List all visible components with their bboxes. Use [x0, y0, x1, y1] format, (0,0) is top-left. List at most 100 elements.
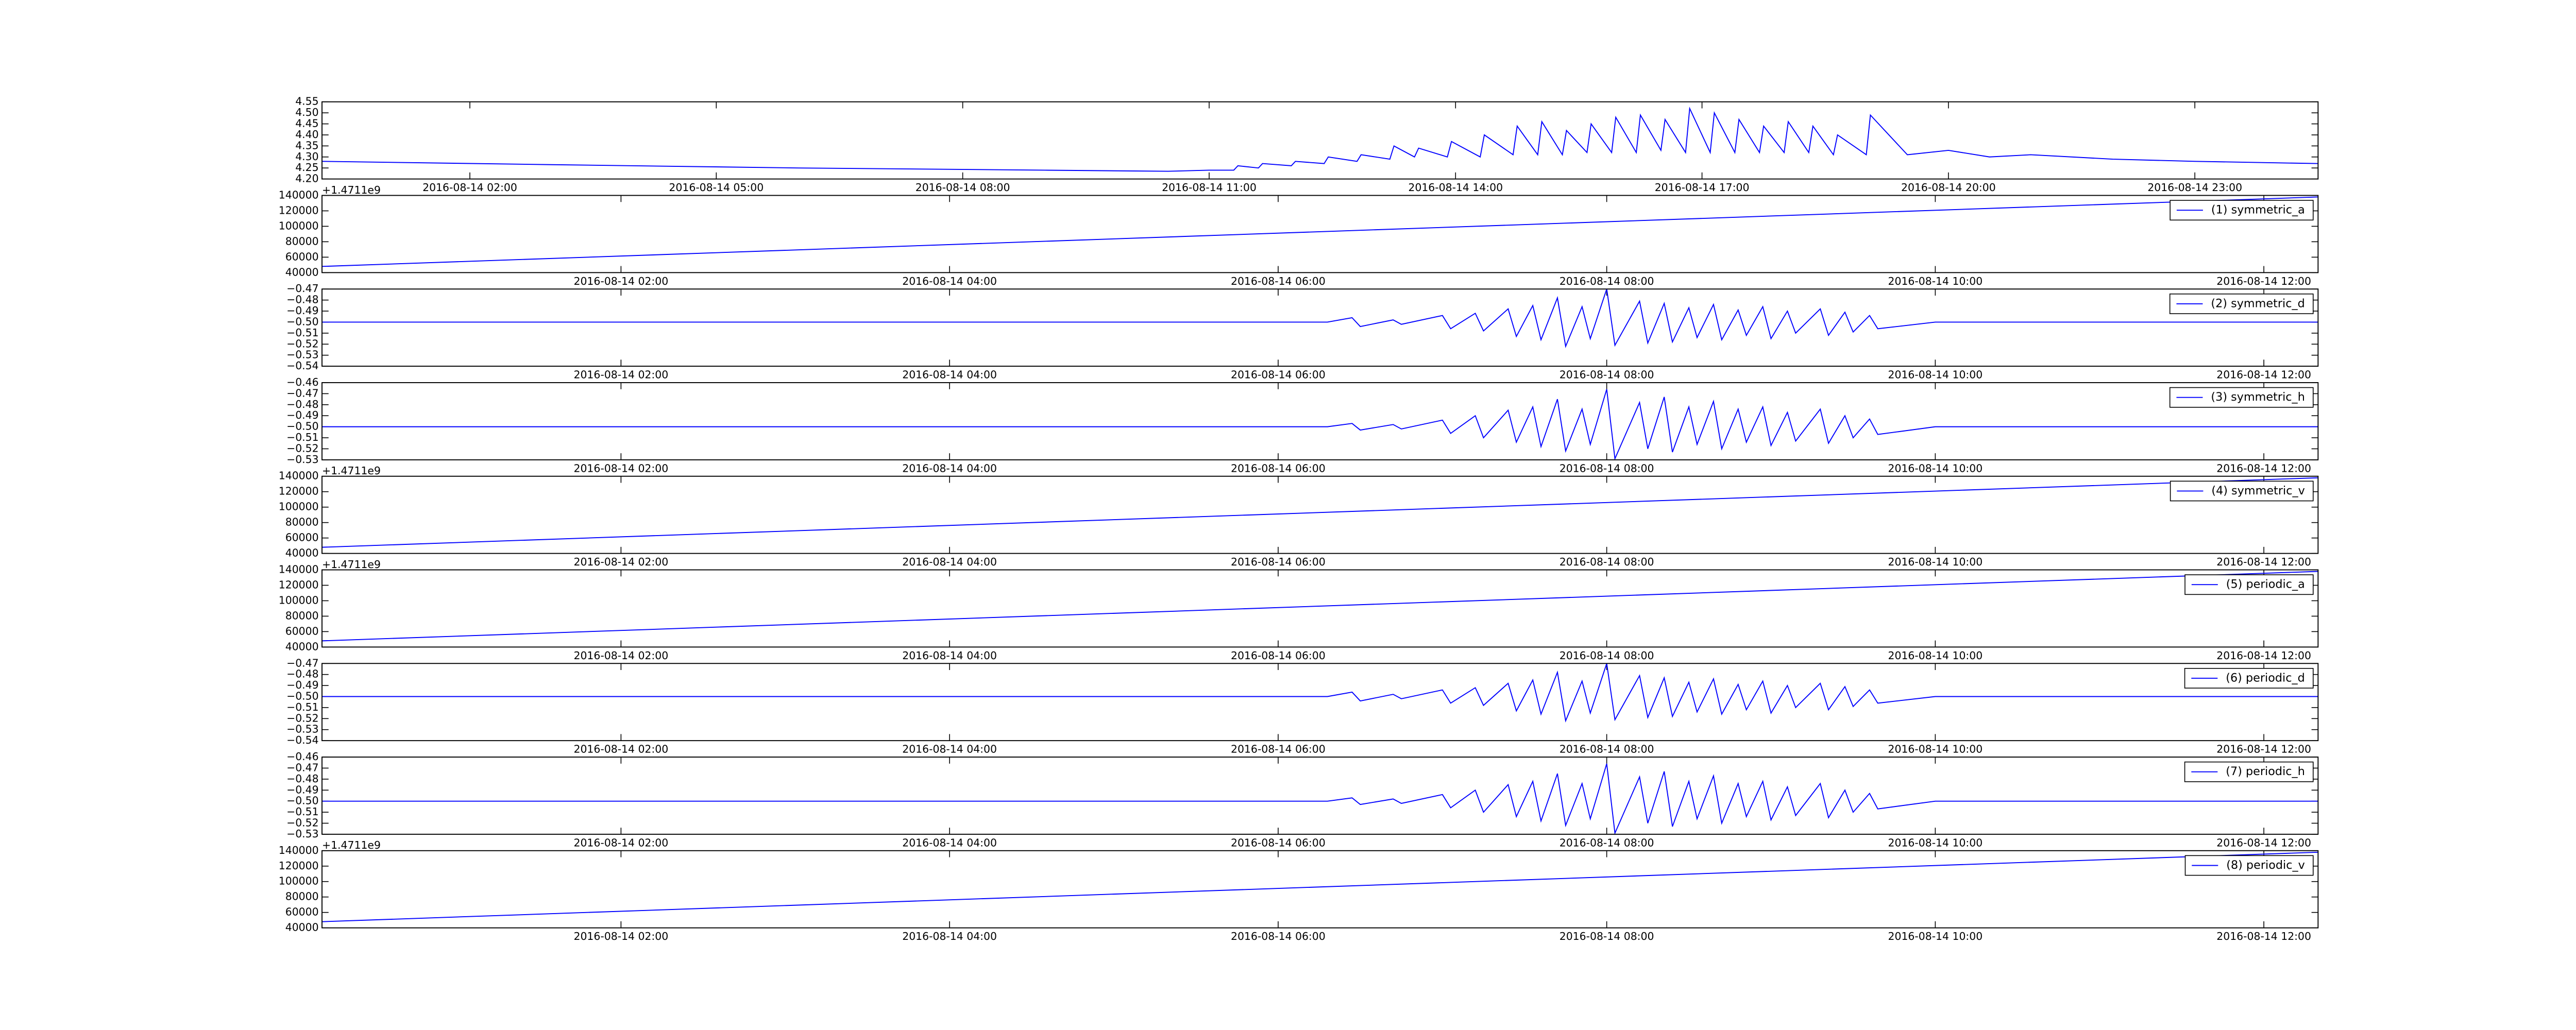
legend: (5) periodic_a [2184, 574, 2314, 595]
x-tick-label: 2016-08-14 23:00 [2147, 181, 2242, 194]
y-tick-label: −0.48 [286, 668, 319, 680]
legend-label: (4) symmetric_v [2211, 484, 2304, 497]
y-tick-label: −0.50 [286, 315, 319, 328]
x-tick-label: 2016-08-14 02:00 [573, 556, 668, 568]
y-tick-label: 60000 [285, 906, 319, 918]
x-tick-label: 2016-08-14 11:00 [1162, 181, 1257, 194]
y-tick-label: −0.49 [286, 783, 319, 796]
y-tick-label: −0.48 [286, 772, 319, 785]
axes-frame [321, 195, 2319, 273]
y-tick-label: −0.48 [286, 398, 319, 410]
y-tick-label: 120000 [279, 578, 319, 591]
x-tick-label: 2016-08-14 08:00 [1560, 836, 1654, 849]
legend: (2) symmetric_d [2169, 293, 2314, 314]
x-tick-label: 2016-08-14 08:00 [1560, 930, 1654, 942]
x-tick-label: 2016-08-14 12:00 [2216, 556, 2311, 568]
x-tick-label: 2016-08-14 10:00 [1888, 462, 1983, 474]
x-tick-label: 2016-08-14 06:00 [1231, 649, 1326, 662]
y-tick-label: −0.50 [286, 795, 319, 807]
data-line [321, 196, 2318, 267]
x-tick-label: 2016-08-14 08:00 [1560, 462, 1654, 474]
y-tick-label: 120000 [279, 860, 319, 872]
x-tick-label: 2016-08-14 08:00 [1560, 743, 1654, 756]
legend-label: (1) symmetric_a [2211, 203, 2305, 217]
x-tick-label: 2016-08-14 12:00 [2216, 930, 2311, 942]
y-tick-label: 4.30 [295, 150, 318, 163]
x-tick-label: 2016-08-14 04:00 [902, 462, 997, 474]
x-tick-label: 2016-08-14 08:00 [916, 181, 1010, 194]
legend-label: (7) periodic_h [2226, 765, 2305, 778]
y-tick-label: 4.55 [295, 95, 318, 108]
x-tick-label: 2016-08-14 06:00 [1231, 369, 1326, 381]
y-tick-label: −0.46 [286, 750, 319, 763]
y-tick-label: 40000 [285, 547, 319, 559]
y-tick-label: 120000 [279, 204, 319, 216]
y-tick-label: −0.53 [286, 723, 319, 735]
x-tick-label: 2016-08-14 10:00 [1888, 743, 1983, 756]
y-tick-label: 140000 [279, 188, 319, 201]
x-tick-label: 2016-08-14 02:00 [573, 275, 668, 287]
axes-frame [321, 663, 2319, 742]
y-offset-text: +1.4711e9 [322, 184, 381, 196]
x-tick-label: 2016-08-14 12:00 [2216, 275, 2311, 287]
x-tick-label: 2016-08-14 06:00 [1231, 275, 1326, 287]
axes-background [322, 382, 2318, 460]
y-tick-label: −0.49 [286, 409, 319, 421]
x-tick-label: 2016-08-14 06:00 [1231, 743, 1326, 756]
legend: (4) symmetric_v [2170, 480, 2314, 502]
x-tick-label: 2016-08-14 10:00 [1888, 369, 1983, 381]
axes-frame [321, 569, 2319, 648]
data-line [321, 851, 2318, 922]
axes-frame [321, 288, 2319, 367]
y-tick-label: 100000 [279, 219, 319, 232]
x-tick-label: 2016-08-14 14:00 [1408, 181, 1503, 194]
legend-label: (5) periodic_a [2226, 578, 2305, 591]
x-tick-label: 2016-08-14 04:00 [902, 369, 997, 381]
data-line [322, 288, 2318, 348]
y-tick-label: 60000 [285, 531, 319, 544]
y-tick-label: −0.51 [286, 327, 319, 339]
axes-frame [321, 850, 2319, 929]
legend: (8) periodic_v [2184, 855, 2314, 876]
y-tick-label: −0.49 [286, 679, 319, 691]
y-tick-label: −0.46 [286, 376, 319, 388]
y-tick-label: 4.25 [295, 161, 318, 174]
x-tick-label: 2016-08-14 06:00 [1231, 836, 1326, 849]
x-tick-label: 2016-08-14 02:00 [573, 836, 668, 849]
legend: (3) symmetric_h [2169, 387, 2314, 408]
axes-background [322, 289, 2318, 367]
x-tick-label: 2016-08-14 08:00 [1560, 369, 1654, 381]
y-tick-label: 80000 [285, 235, 319, 247]
x-tick-label: 2016-08-14 02:00 [573, 930, 668, 942]
y-tick-label: 40000 [285, 640, 319, 653]
data-line [322, 389, 2318, 461]
x-tick-label: 2016-08-14 10:00 [1888, 649, 1983, 662]
y-tick-label: −0.53 [286, 349, 319, 361]
y-tick-label: 80000 [285, 516, 319, 528]
legend: (1) symmetric_a [2170, 200, 2314, 221]
axes-frame [321, 475, 2319, 554]
axes-frame [321, 382, 2319, 460]
x-tick-label: 2016-08-14 04:00 [902, 930, 997, 942]
x-tick-label: 2016-08-14 12:00 [2216, 462, 2311, 474]
x-tick-label: 2016-08-14 10:00 [1888, 836, 1983, 849]
y-tick-label: −0.47 [286, 761, 319, 774]
axes-background [322, 101, 2318, 179]
data-line [321, 477, 2318, 548]
y-tick-label: −0.48 [286, 294, 319, 306]
x-tick-label: 2016-08-14 08:00 [1560, 275, 1654, 287]
y-tick-label: −0.52 [286, 816, 319, 829]
x-tick-label: 2016-08-14 06:00 [1231, 556, 1326, 568]
y-tick-label: 140000 [279, 563, 319, 576]
y-tick-label: 140000 [279, 844, 319, 856]
x-tick-label: 2016-08-14 08:00 [1560, 556, 1654, 568]
y-tick-label: 80000 [285, 609, 319, 622]
y-tick-label: −0.53 [286, 453, 319, 466]
y-offset-text: +1.4711e9 [322, 558, 381, 571]
y-tick-label: 100000 [279, 594, 319, 606]
x-tick-label: 2016-08-14 02:00 [422, 181, 517, 194]
x-tick-label: 2016-08-14 10:00 [1888, 556, 1983, 568]
y-tick-label: −0.51 [286, 431, 319, 443]
